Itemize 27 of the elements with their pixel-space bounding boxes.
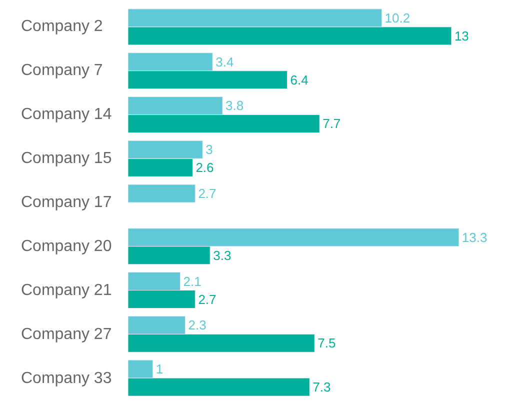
data-label: 3.4 <box>216 54 234 70</box>
data-label: 2.7 <box>198 186 216 202</box>
data-label: 3 <box>206 142 213 158</box>
data-label: 10.2 <box>384 10 410 26</box>
y-tick-label: Company 27 <box>21 326 112 343</box>
y-tick-label: Company 17 <box>21 194 112 211</box>
data-label: 7.7 <box>322 116 341 132</box>
y-tick-label: Company 14 <box>21 106 112 123</box>
y-tick-label: Company 33 <box>21 370 112 387</box>
bar <box>128 184 196 203</box>
y-tick-label: Company 21 <box>21 282 112 299</box>
data-label: 3.3 <box>213 248 232 263</box>
y-tick-label: Company 15 <box>21 150 112 167</box>
data-label: 3.8 <box>226 98 244 114</box>
y-tick-label: Company 2 <box>21 18 103 35</box>
data-label: 7.5 <box>318 336 336 351</box>
data-label: 2.3 <box>188 318 206 333</box>
y-tick-label: Company 7 <box>21 62 103 79</box>
data-label: 13.3 <box>462 230 488 245</box>
data-label: 6.4 <box>290 72 308 88</box>
data-label: 1 <box>156 362 164 377</box>
data-label: 13 <box>454 28 469 44</box>
y-tick-label: Company 20 <box>21 238 112 255</box>
data-label: 2.1 <box>183 274 202 289</box>
data-label: 2.7 <box>198 292 216 307</box>
data-label: 2.6 <box>196 160 214 176</box>
data-label: 7.3 <box>312 380 331 395</box>
